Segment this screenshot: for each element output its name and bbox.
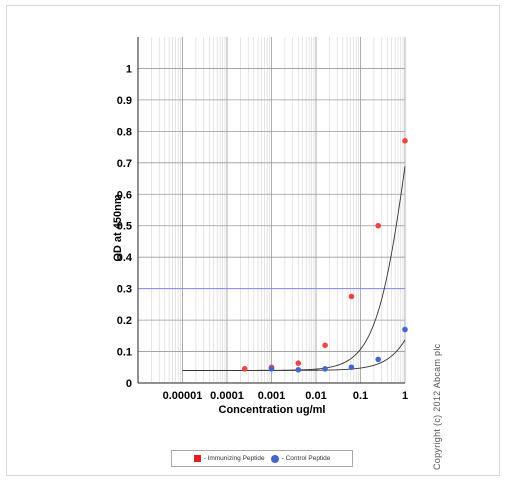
y-tick-label: 0.6 <box>117 189 132 201</box>
x-tick-label: 0.01 <box>305 390 326 402</box>
y-tick-label: 0.1 <box>117 347 132 359</box>
y-tick-labels: 0 0.1 0.2 0.3 0.4 0.5 0.6 0.7 0.8 0.9 1 <box>117 63 133 390</box>
fit-curve <box>182 339 406 371</box>
y-tick-label: 0.3 <box>117 284 132 296</box>
y-tick-label: 0.5 <box>117 221 132 233</box>
y-tick-label: 0.8 <box>117 126 132 138</box>
legend-label-immunizing: - Immunizing Peptide <box>203 455 265 462</box>
control-point <box>348 364 355 371</box>
immunizing-point <box>241 366 248 372</box>
immunizing-point <box>375 222 382 229</box>
control-point <box>375 356 382 363</box>
x-tick-label: 0.00001 <box>163 390 203 402</box>
legend-swatch-control <box>270 454 279 463</box>
control-point <box>295 366 302 373</box>
x-tick-label: 0.001 <box>258 390 286 402</box>
immunizing-point <box>322 342 328 349</box>
data-points <box>241 138 408 373</box>
y-tick-label: 0.9 <box>117 95 132 107</box>
axes <box>137 37 405 384</box>
immunizing-point <box>402 138 408 144</box>
control-point <box>268 366 275 372</box>
legend-entry-immunizing: - Immunizing Peptide <box>193 455 265 462</box>
legend-label-control: - Control Peptide <box>281 455 331 462</box>
x-tick-label: 0.1 <box>353 390 368 402</box>
immunizing-point <box>295 360 302 366</box>
legend-entry-control: - Control Peptide <box>270 454 331 463</box>
fit-curves <box>182 166 406 371</box>
copyright-text: Copyright (c) 2012 Abcam plc <box>432 343 442 470</box>
y-tick-label: 1 <box>126 63 132 75</box>
x-axis-title: Concentration ug/ml <box>219 404 326 416</box>
x-tick-label: 0.0001 <box>210 390 244 402</box>
y-tick-label: 0.7 <box>117 158 132 170</box>
y-tick-label: 0.2 <box>117 315 132 327</box>
legend-swatch-immunizing <box>193 455 201 462</box>
minor-gridlines <box>151 37 404 383</box>
x-tick-labels: 0.00001 0.0001 0.001 0.01 0.1 1 <box>163 390 408 402</box>
legend: - Immunizing Peptide - Control Peptide <box>171 450 353 467</box>
y-axis-title: OD at 450nm <box>112 194 124 261</box>
y-tick-label: 0.4 <box>117 252 133 264</box>
y-tick-label: 0 <box>126 378 132 390</box>
x-tick-label: 1 <box>402 390 408 402</box>
control-point <box>322 366 328 372</box>
control-point <box>402 326 408 333</box>
immunizing-point <box>348 293 355 300</box>
